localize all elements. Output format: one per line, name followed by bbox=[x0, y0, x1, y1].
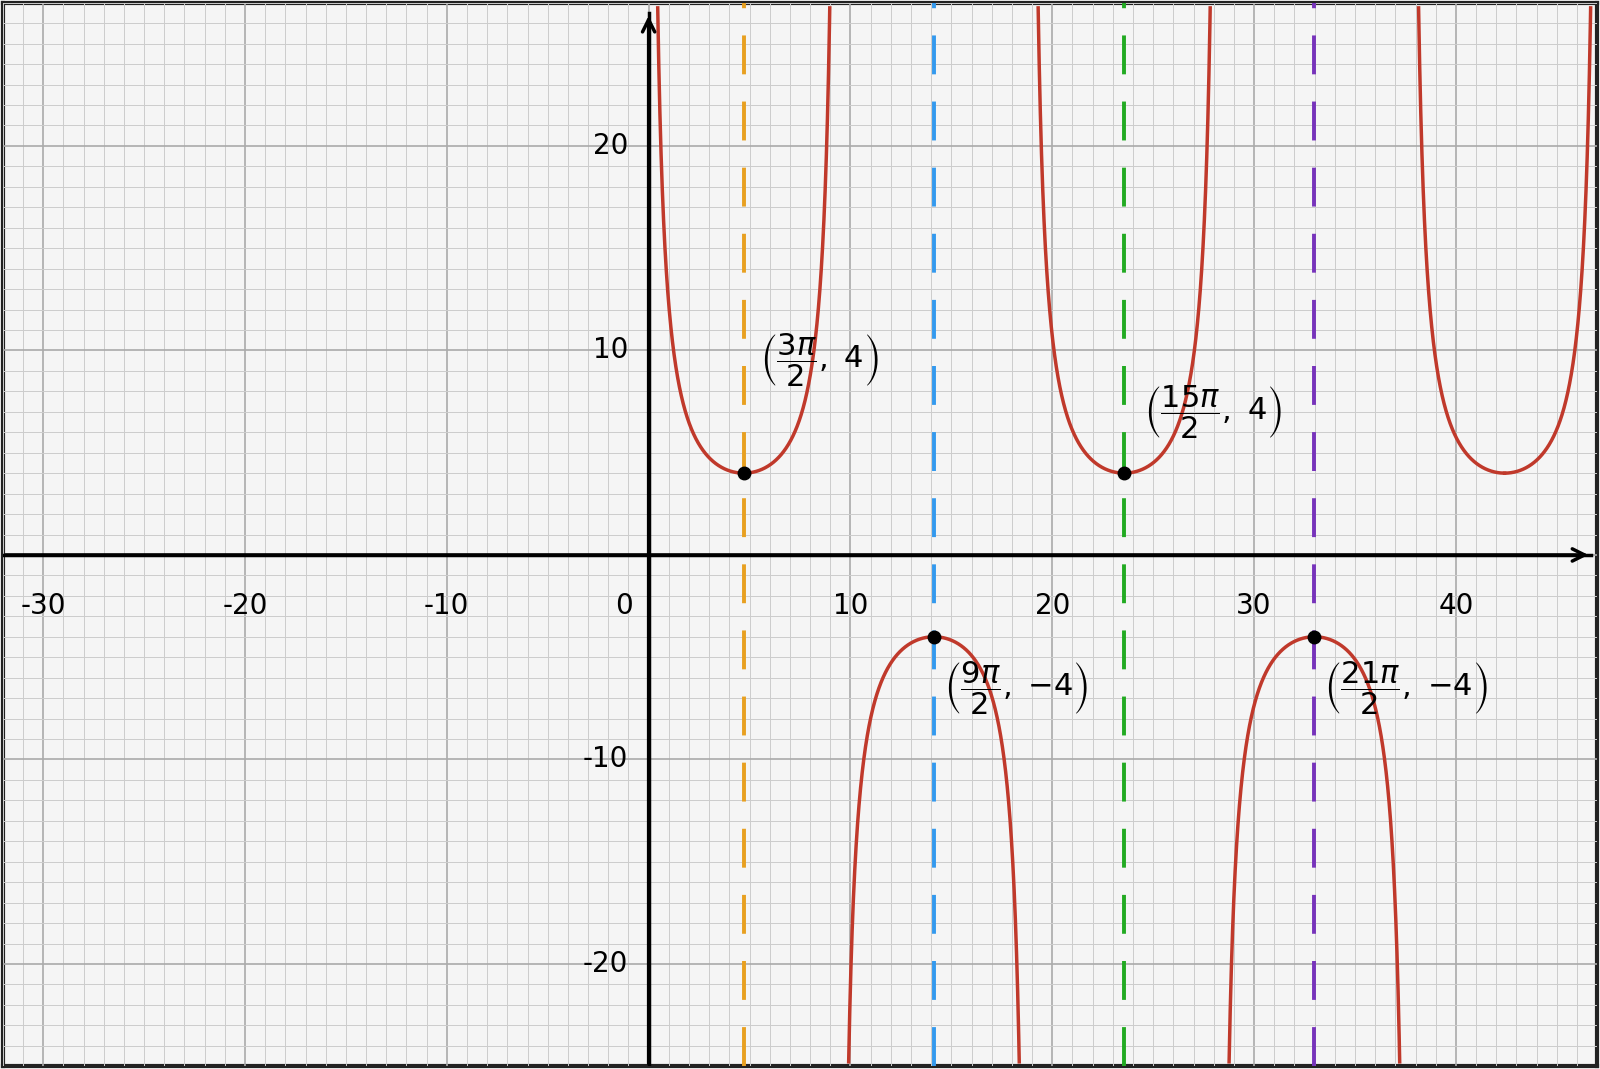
Text: $\left(\dfrac{9\pi}{2},\ {-}4\right)$: $\left(\dfrac{9\pi}{2},\ {-}4\right)$ bbox=[944, 660, 1088, 716]
Text: $\left(\dfrac{15\pi}{2},\ 4\right)$: $\left(\dfrac{15\pi}{2},\ 4\right)$ bbox=[1144, 383, 1283, 440]
Text: -10: -10 bbox=[582, 745, 629, 774]
Text: 20: 20 bbox=[1035, 592, 1070, 620]
Text: 20: 20 bbox=[594, 131, 629, 160]
Text: 10: 10 bbox=[594, 337, 629, 365]
Text: -20: -20 bbox=[582, 950, 629, 978]
Text: $\left(\dfrac{21\pi}{2},\ {-}4\right)$: $\left(\dfrac{21\pi}{2},\ {-}4\right)$ bbox=[1325, 660, 1488, 716]
Text: -10: -10 bbox=[424, 592, 469, 620]
Text: 0: 0 bbox=[614, 592, 632, 620]
Text: 40: 40 bbox=[1438, 592, 1474, 620]
Text: 30: 30 bbox=[1237, 592, 1272, 620]
Text: 10: 10 bbox=[832, 592, 869, 620]
Text: -20: -20 bbox=[222, 592, 267, 620]
Text: -30: -30 bbox=[21, 592, 66, 620]
Text: $\left(\dfrac{3\pi}{2},\ 4\right)$: $\left(\dfrac{3\pi}{2},\ 4\right)$ bbox=[760, 331, 878, 389]
